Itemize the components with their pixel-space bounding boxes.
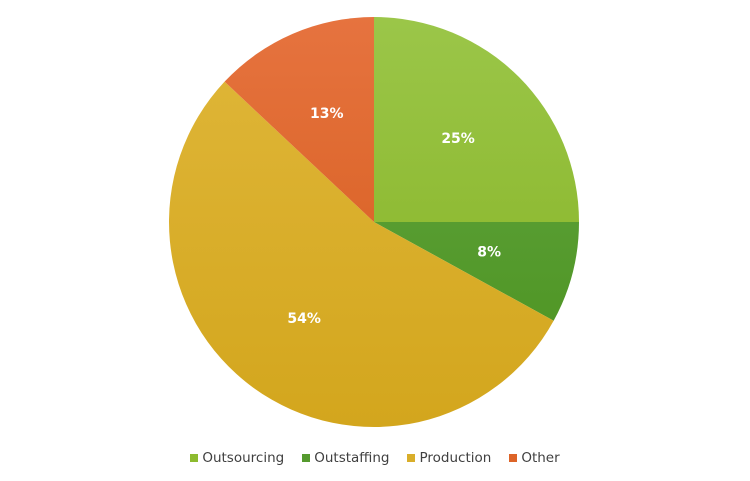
legend-swatch-icon (407, 454, 416, 462)
pie-chart: 25% 8% 54% 13% (169, 17, 579, 428)
legend-label: Other (521, 450, 560, 466)
legend-item-other: Other (509, 450, 560, 466)
legend-label: Outsourcing (202, 450, 285, 466)
pie-slice-outstaffing (374, 222, 579, 321)
pie-slice-outsourcing (374, 17, 579, 222)
chart-legend: Outsourcing Outstaffing Production Other (0, 450, 750, 466)
legend-swatch-icon (509, 454, 518, 462)
slice-label-outsourcing: 25% (441, 131, 475, 147)
legend-item-outstaffing: Outstaffing (302, 450, 389, 466)
legend-swatch-icon (302, 454, 311, 462)
pie-slice-other (224, 17, 374, 222)
legend-swatch-icon (190, 454, 199, 462)
slice-label-other: 13% (310, 106, 344, 122)
legend-item-outsourcing: Outsourcing (190, 450, 284, 466)
legend-label: Outstaffing (314, 450, 390, 466)
slice-label-production: 54% (287, 311, 321, 327)
legend-label: Production (419, 450, 492, 466)
slice-label-outstaffing: 8% (477, 245, 501, 261)
pie-slice-production (169, 81, 554, 428)
legend-item-production: Production (407, 450, 491, 466)
